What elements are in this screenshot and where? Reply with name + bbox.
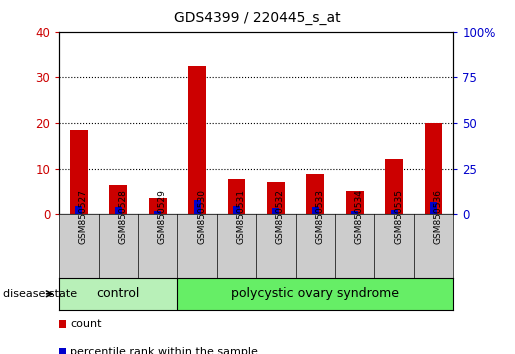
Bar bbox=[233, 206, 240, 214]
Bar bbox=[70, 130, 88, 214]
Bar bbox=[312, 207, 319, 214]
Bar bbox=[425, 123, 442, 214]
Text: GDS4399 / 220445_s_at: GDS4399 / 220445_s_at bbox=[174, 11, 341, 25]
Text: count: count bbox=[70, 319, 101, 329]
Bar bbox=[430, 202, 437, 214]
Bar bbox=[149, 198, 166, 214]
Text: percentile rank within the sample: percentile rank within the sample bbox=[70, 347, 258, 354]
Text: GSM850532: GSM850532 bbox=[276, 189, 285, 244]
Text: GSM850531: GSM850531 bbox=[236, 189, 246, 244]
Bar bbox=[154, 211, 161, 214]
Text: GSM850527: GSM850527 bbox=[79, 189, 88, 244]
Bar bbox=[75, 206, 82, 214]
Text: disease state: disease state bbox=[3, 289, 77, 299]
Text: GSM850535: GSM850535 bbox=[394, 189, 403, 244]
Bar bbox=[194, 200, 201, 214]
Bar bbox=[267, 182, 285, 214]
Text: control: control bbox=[97, 287, 140, 300]
Bar bbox=[306, 174, 324, 214]
Bar bbox=[228, 179, 245, 214]
Bar bbox=[59, 278, 177, 310]
Bar bbox=[188, 66, 206, 214]
Bar bbox=[177, 278, 453, 310]
Text: polycystic ovary syndrome: polycystic ovary syndrome bbox=[231, 287, 399, 300]
Text: GSM850534: GSM850534 bbox=[355, 189, 364, 244]
Text: GSM850536: GSM850536 bbox=[434, 189, 442, 244]
Bar bbox=[110, 184, 127, 214]
Bar bbox=[346, 192, 364, 214]
Bar bbox=[351, 211, 358, 214]
Text: GSM850528: GSM850528 bbox=[118, 189, 127, 244]
Text: GSM850529: GSM850529 bbox=[158, 189, 167, 244]
Bar bbox=[385, 159, 403, 214]
Bar bbox=[390, 210, 398, 214]
Text: GSM850530: GSM850530 bbox=[197, 189, 206, 244]
Bar bbox=[115, 207, 122, 214]
Text: GSM850533: GSM850533 bbox=[315, 189, 324, 244]
Bar bbox=[272, 208, 280, 214]
